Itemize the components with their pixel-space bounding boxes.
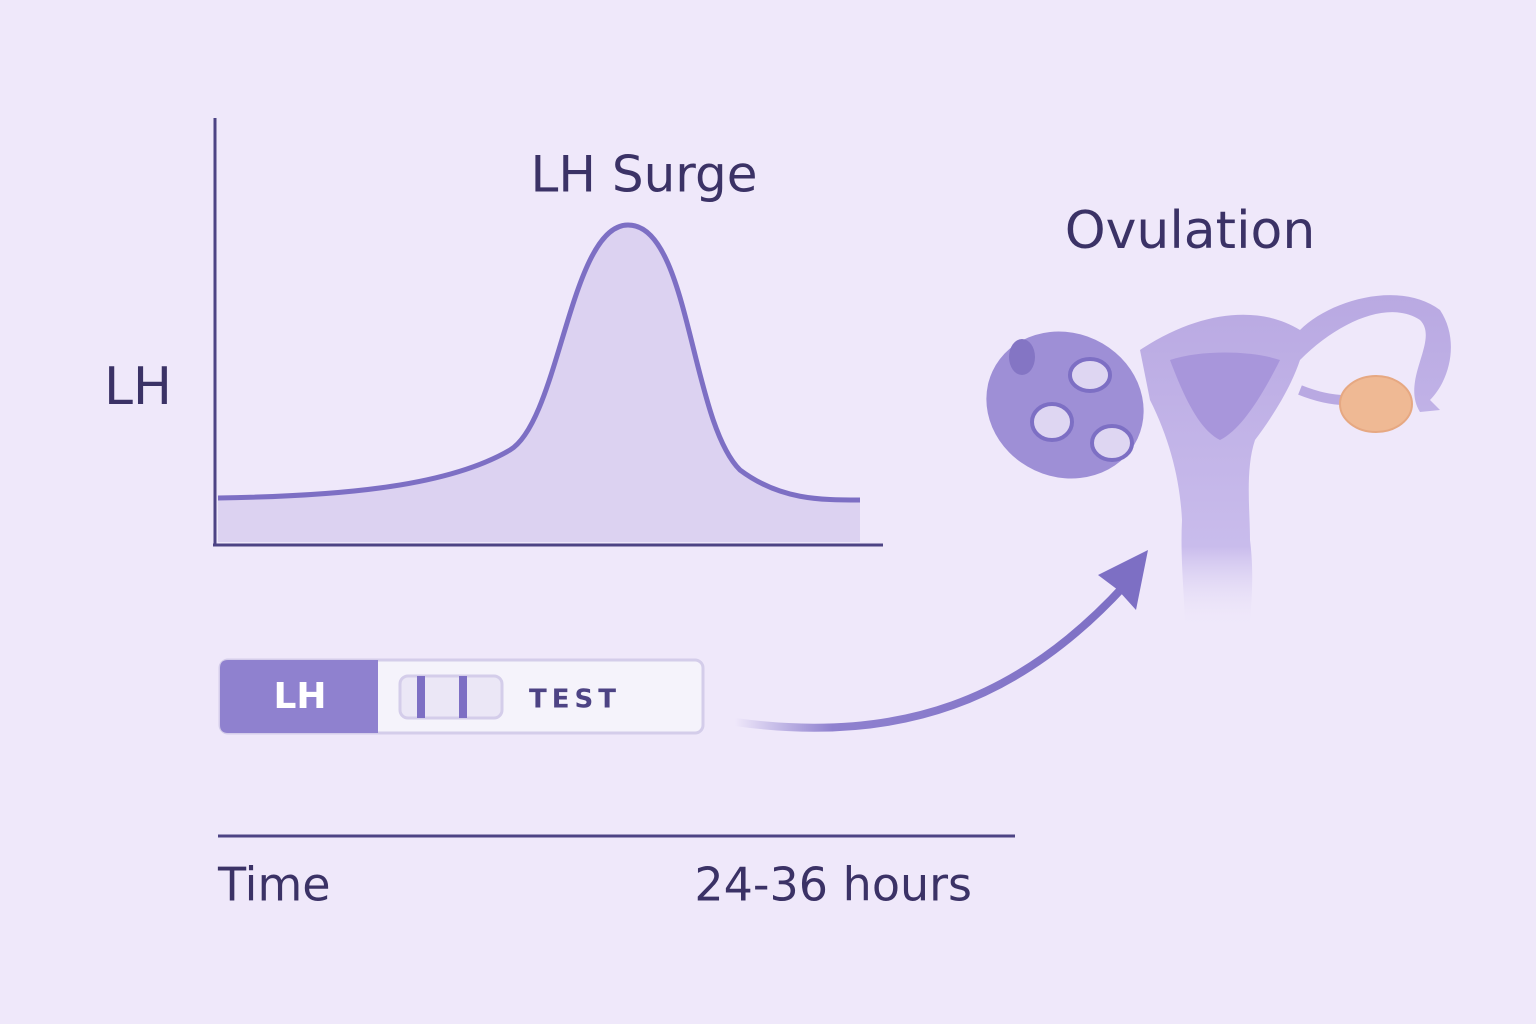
strip-label: TEST [529,685,621,715]
y-axis-label: LH [104,357,172,417]
strip-handle [220,660,378,733]
follicle [1090,424,1134,462]
result-window [398,674,504,720]
test-strip: LH TEST [218,658,705,735]
ovulation-label: Ovulation [1065,201,1316,261]
arrow [731,581,1129,732]
test-line [459,676,467,718]
timeline-start-label: Time [217,858,331,912]
curve-area [218,225,860,542]
follicle [1009,339,1035,375]
egg [1339,375,1413,433]
strip-brand: LH [273,676,326,717]
curve-line [217,222,861,503]
lh-chart: LH Surge LH [104,118,883,547]
chart-title: LH Surge [531,146,758,204]
follicle [1068,357,1112,393]
ovulation-illustration: Ovulation [986,201,1451,630]
uterus-cavity [1170,352,1280,440]
arrow-head [1098,550,1148,610]
control-line [417,676,425,718]
timeline-end-label: 24-36 hours [694,858,972,912]
follicle [1030,402,1074,442]
